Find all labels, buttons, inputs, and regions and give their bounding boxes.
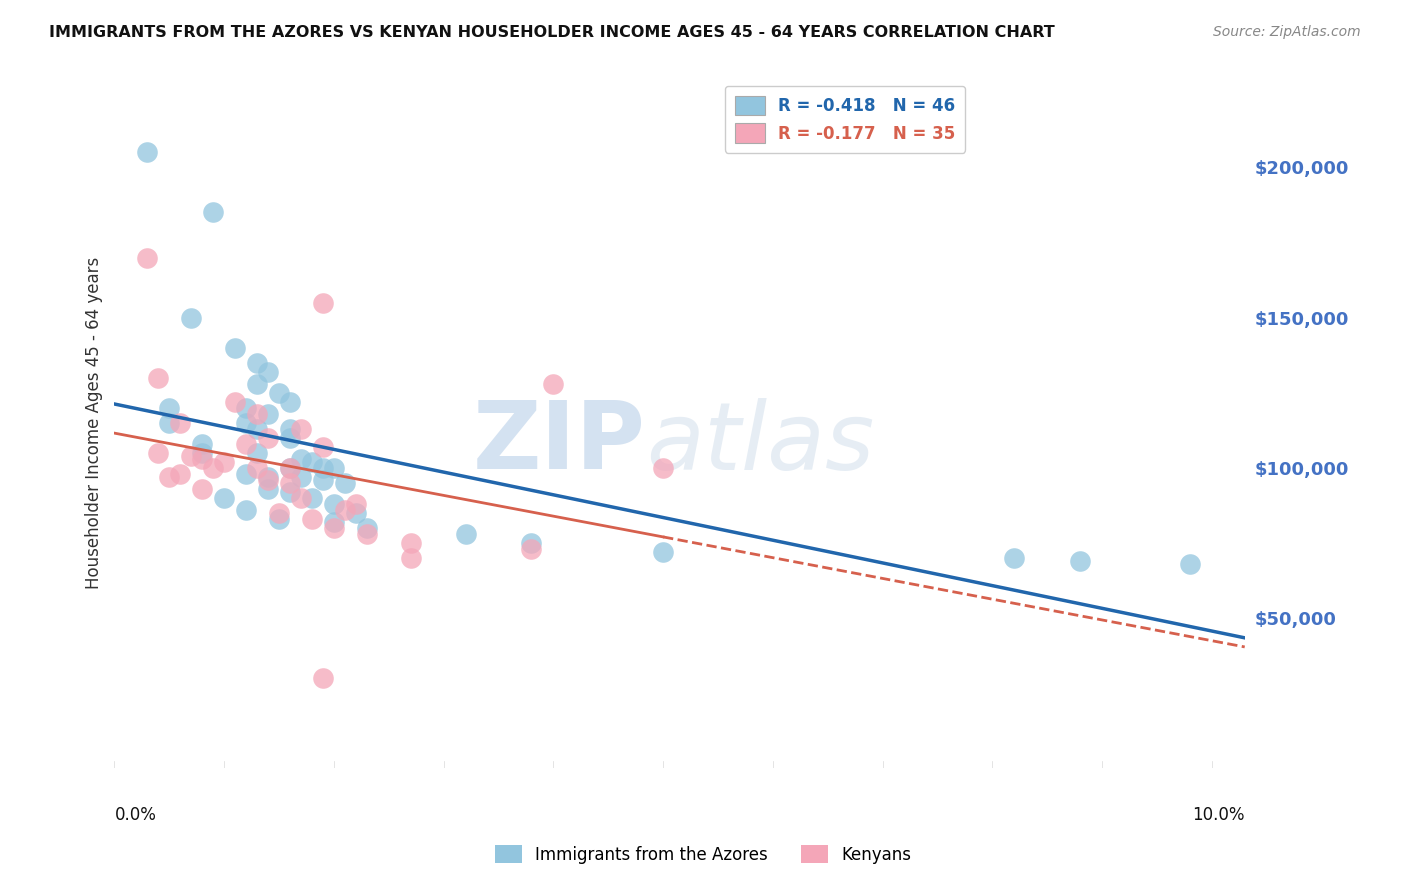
- Point: [148, 445, 170, 459]
- Point: [180, 449, 202, 463]
- Point: [235, 467, 257, 481]
- Point: [652, 544, 675, 558]
- Point: [1178, 557, 1201, 571]
- Point: [235, 436, 257, 450]
- Point: [278, 475, 301, 490]
- Legend: R = -0.418   N = 46, R = -0.177   N = 35: R = -0.418 N = 46, R = -0.177 N = 35: [724, 86, 965, 153]
- Point: [322, 460, 344, 475]
- Point: [157, 469, 180, 483]
- Point: [322, 515, 344, 529]
- Point: [267, 511, 290, 525]
- Point: [224, 341, 246, 355]
- Point: [278, 421, 301, 435]
- Point: [1002, 550, 1025, 565]
- Point: [224, 394, 246, 409]
- Point: [191, 451, 214, 466]
- Y-axis label: Householder Income Ages 45 - 64 years: Householder Income Ages 45 - 64 years: [86, 256, 103, 589]
- Point: [290, 469, 312, 483]
- Point: [191, 445, 214, 459]
- Point: [278, 460, 301, 475]
- Point: [399, 535, 422, 549]
- Point: [246, 407, 269, 421]
- Point: [399, 550, 422, 565]
- Point: [202, 460, 225, 475]
- Point: [235, 401, 257, 415]
- Point: [235, 416, 257, 430]
- Point: [344, 506, 367, 520]
- Point: [333, 502, 356, 516]
- Point: [257, 482, 280, 496]
- Point: [1069, 554, 1091, 568]
- Text: Source: ZipAtlas.com: Source: ZipAtlas.com: [1213, 25, 1361, 39]
- Point: [278, 431, 301, 445]
- Text: IMMIGRANTS FROM THE AZORES VS KENYAN HOUSEHOLDER INCOME AGES 45 - 64 YEARS CORRE: IMMIGRANTS FROM THE AZORES VS KENYAN HOU…: [49, 25, 1054, 40]
- Point: [322, 497, 344, 511]
- Point: [169, 467, 191, 481]
- Point: [257, 431, 280, 445]
- Point: [246, 376, 269, 391]
- Point: [278, 394, 301, 409]
- Point: [520, 535, 543, 549]
- Point: [212, 491, 235, 505]
- Point: [333, 475, 356, 490]
- Point: [344, 497, 367, 511]
- Point: [301, 491, 323, 505]
- Legend: Immigrants from the Azores, Kenyans: Immigrants from the Azores, Kenyans: [488, 838, 918, 871]
- Point: [257, 469, 280, 483]
- Point: [212, 454, 235, 468]
- Point: [246, 460, 269, 475]
- Point: [356, 520, 378, 534]
- Point: [267, 385, 290, 400]
- Point: [180, 310, 202, 325]
- Point: [454, 526, 477, 541]
- Point: [322, 520, 344, 534]
- Point: [312, 295, 335, 310]
- Point: [652, 460, 675, 475]
- Point: [136, 145, 159, 160]
- Point: [202, 205, 225, 219]
- Text: ZIP: ZIP: [472, 397, 645, 490]
- Point: [157, 401, 180, 415]
- Point: [312, 460, 335, 475]
- Text: 0.0%: 0.0%: [114, 805, 156, 823]
- Point: [312, 440, 335, 454]
- Point: [148, 370, 170, 384]
- Point: [267, 506, 290, 520]
- Point: [278, 460, 301, 475]
- Point: [290, 491, 312, 505]
- Text: 10.0%: 10.0%: [1192, 805, 1244, 823]
- Point: [301, 454, 323, 468]
- Point: [235, 502, 257, 516]
- Point: [290, 421, 312, 435]
- Point: [246, 355, 269, 369]
- Point: [157, 416, 180, 430]
- Point: [356, 526, 378, 541]
- Point: [136, 251, 159, 265]
- Point: [257, 473, 280, 487]
- Point: [169, 416, 191, 430]
- Point: [520, 541, 543, 556]
- Point: [312, 473, 335, 487]
- Point: [301, 511, 323, 525]
- Point: [257, 365, 280, 379]
- Point: [191, 436, 214, 450]
- Point: [191, 482, 214, 496]
- Point: [257, 407, 280, 421]
- Point: [543, 376, 565, 391]
- Point: [312, 671, 335, 685]
- Point: [290, 451, 312, 466]
- Point: [278, 484, 301, 499]
- Text: atlas: atlas: [645, 398, 875, 489]
- Point: [246, 421, 269, 435]
- Point: [246, 445, 269, 459]
